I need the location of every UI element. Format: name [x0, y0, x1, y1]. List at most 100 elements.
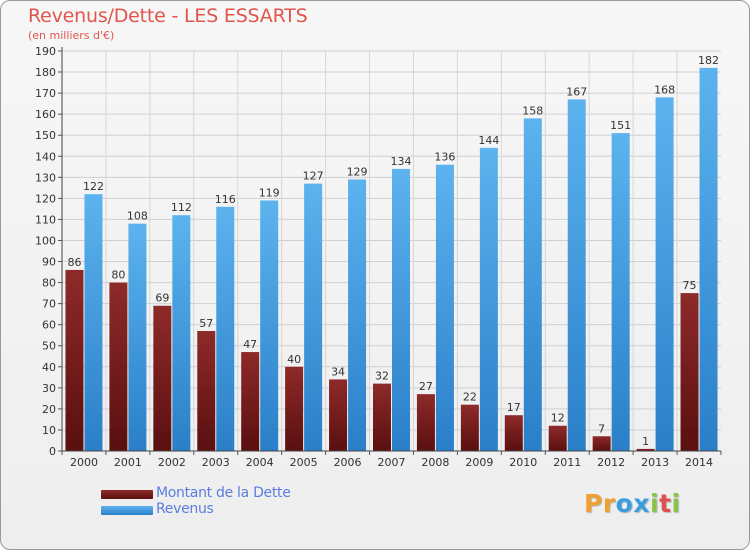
bar-debt: [636, 448, 655, 451]
logo-letter: r: [602, 489, 616, 518]
y-tick-label: 100: [35, 234, 56, 247]
bar-revenue: [348, 179, 367, 451]
logo-letter: P: [584, 489, 603, 518]
y-tick-label: 90: [42, 256, 56, 269]
y-tick-label: 0: [49, 445, 56, 458]
x-tick-label: 2005: [290, 456, 318, 469]
y-tick-label: 170: [35, 87, 56, 100]
bar-debt: [416, 394, 435, 451]
data-label-debt: 27: [419, 380, 433, 393]
bar-debt: [548, 425, 567, 451]
y-tick-label: 120: [35, 192, 56, 205]
bar-revenue: [655, 97, 674, 451]
legend-label-revenue: Revenus: [156, 501, 214, 517]
logo-letter: i: [650, 489, 660, 518]
bar-revenue: [128, 223, 147, 451]
data-label-revenue: 112: [171, 201, 192, 214]
data-label-revenue: 168: [654, 83, 675, 96]
y-tick-label: 130: [35, 171, 56, 184]
bar-revenue: [435, 164, 454, 451]
bar-revenue: [172, 215, 191, 451]
bar-debt: [592, 436, 611, 451]
y-tick-label: 70: [42, 298, 56, 311]
data-label-debt: 57: [199, 317, 213, 330]
bar-debt: [65, 269, 84, 451]
bar-revenue: [304, 183, 323, 451]
data-label-debt: 47: [243, 338, 257, 351]
data-label-debt: 80: [111, 269, 125, 282]
y-tick-label: 80: [42, 277, 56, 290]
data-label-revenue: 136: [434, 151, 455, 164]
bar-debt: [373, 383, 391, 451]
data-label-revenue: 127: [303, 170, 324, 183]
data-label-debt: 69: [155, 292, 169, 305]
y-tick-label: 190: [35, 45, 56, 58]
bar-debt: [285, 366, 304, 451]
data-label-debt: 75: [683, 279, 697, 292]
x-tick-label: 2000: [70, 456, 98, 469]
y-tick-label: 150: [35, 129, 56, 142]
data-label-debt: 32: [375, 370, 389, 383]
bar-debt: [329, 379, 348, 451]
y-tick-label: 30: [42, 382, 56, 395]
data-label-revenue: 182: [698, 54, 719, 67]
x-tick-label: 2004: [246, 456, 274, 469]
data-label-debt: 40: [287, 353, 301, 366]
bar-debt: [153, 305, 172, 451]
x-tick-label: 2006: [334, 456, 362, 469]
y-tick-label: 10: [42, 424, 56, 437]
x-tick-label: 2013: [641, 456, 669, 469]
bar-debt: [504, 415, 523, 451]
data-label-revenue: 158: [522, 104, 543, 117]
x-tick-label: 2002: [158, 456, 186, 469]
bar-revenue: [567, 99, 586, 451]
data-label-debt: 12: [551, 412, 565, 425]
x-tick-label: 2012: [597, 456, 625, 469]
legend-swatch-revenue: [101, 506, 153, 515]
bar-revenue: [699, 67, 718, 451]
y-tick-label: 110: [35, 213, 56, 226]
data-label-revenue: 119: [259, 186, 280, 199]
bar-revenue: [84, 194, 103, 451]
data-label-debt: 7: [598, 422, 605, 435]
x-tick-label: 2014: [685, 456, 713, 469]
data-label-debt: 22: [463, 391, 477, 404]
y-tick-label: 160: [35, 108, 56, 121]
x-tick-label: 2003: [202, 456, 230, 469]
logo-letter: x: [633, 489, 650, 518]
data-label-debt: 34: [331, 365, 345, 378]
data-label-revenue: 151: [610, 119, 631, 132]
logo-letter: o: [615, 489, 634, 518]
chart-title: Revenus/Dette - LES ESSARTS: [28, 5, 308, 27]
data-label-debt: 17: [507, 401, 521, 414]
chart-subtitle: (en milliers d'€): [28, 29, 115, 42]
bar-revenue: [479, 147, 498, 451]
bar-revenue: [392, 168, 410, 452]
x-tick-label: 2007: [378, 456, 406, 469]
x-tick-label: 2001: [114, 456, 142, 469]
data-label-revenue: 108: [127, 210, 148, 223]
bar-revenue: [611, 133, 630, 451]
x-tick-label: 2009: [465, 456, 493, 469]
data-label-debt: 1: [642, 435, 649, 448]
logo-letter: i: [671, 489, 681, 518]
y-tick-label: 20: [42, 403, 56, 416]
y-tick-label: 40: [42, 361, 56, 374]
data-label-revenue: 122: [83, 180, 104, 193]
bar-revenue: [260, 200, 279, 451]
x-tick-label: 2011: [553, 456, 581, 469]
legend-swatch-debt: [101, 490, 153, 499]
bar-revenue: [523, 118, 542, 452]
bar-revenue: [216, 206, 235, 451]
bar-debt: [680, 293, 699, 451]
bar-debt: [197, 331, 216, 451]
bar-debt: [460, 404, 479, 451]
data-label-revenue: 144: [478, 134, 499, 147]
x-tick-label: 2010: [509, 456, 537, 469]
bar-debt: [109, 282, 128, 451]
x-tick-label: 2008: [421, 456, 449, 469]
bar-debt: [241, 352, 260, 451]
data-label-debt: 86: [67, 256, 81, 269]
